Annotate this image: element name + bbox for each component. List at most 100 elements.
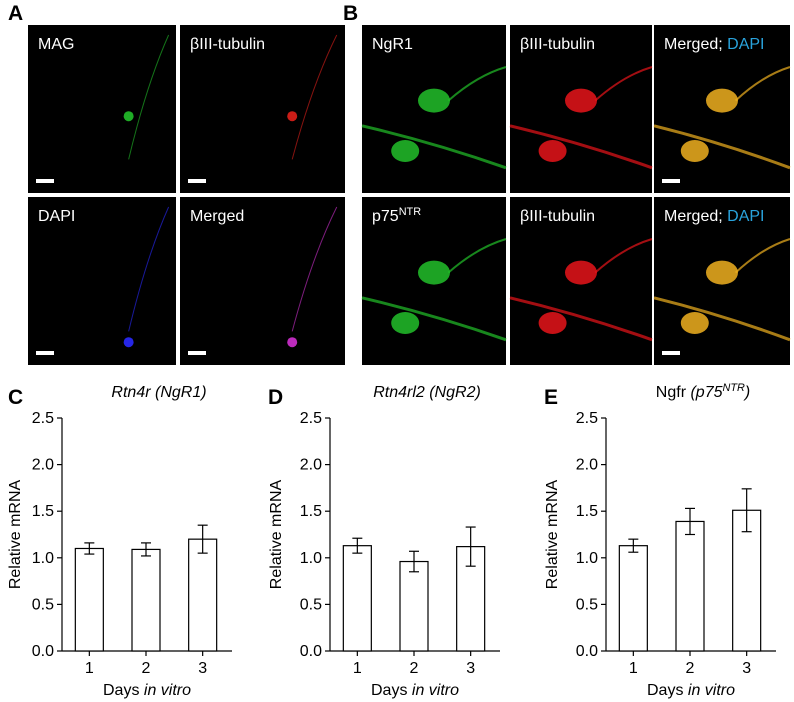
scale-bar [188,351,206,355]
neurite [509,124,653,170]
y-tick-label: 2.0 [576,457,598,474]
cell [565,88,597,113]
label-part: Merged; [664,208,727,225]
label-part: Days [371,682,412,699]
tile-label: Merged; DAPI [664,36,764,53]
x-tick-label: 1 [85,660,94,677]
label-part: DAPI [38,208,75,225]
y-axis-title: Relative mRNA [544,479,561,589]
label-part: Ngfr [656,384,691,401]
tile-label: p75NTR [372,206,421,225]
label-part: Rtn4rl2 (NgR2) [373,384,481,401]
label-part: Rtn4r (NgR1) [111,384,206,401]
bar [131,548,161,652]
cell [706,260,738,285]
y-tick-label: 0.5 [300,596,322,613]
label-part: Merged [190,208,244,225]
y-tick-label: 2.0 [32,457,54,474]
label-part: NTR [723,382,745,394]
neurite [594,66,653,102]
y-tick-label: 0.0 [300,643,322,660]
neurite [447,238,507,274]
label-part: Days [647,682,688,699]
cell [123,111,134,122]
panel-letter: B [343,2,358,25]
cell [538,312,567,334]
x-tick-label: 3 [198,660,207,677]
neurite [361,296,507,342]
cell [418,260,450,285]
neurite [447,66,507,102]
label-part: βIII-tubulin [520,208,595,225]
neurite [509,296,653,342]
y-tick-label: 1.5 [576,503,598,520]
cell [391,140,420,162]
chart-title: Ngfr (p75NTR) [656,382,750,401]
label-part: (p75 [690,384,722,401]
bar [342,545,372,652]
panel-letter: D [268,386,283,409]
x-tick-label: 3 [742,660,751,677]
micrograph [28,25,176,193]
y-tick-label: 0.0 [32,643,54,660]
label-part: p75 [372,208,399,225]
bar [399,560,429,652]
neurite [361,124,507,170]
micrograph [180,25,345,193]
cell [680,140,709,162]
x-tick-label: 2 [410,660,419,677]
y-tick-label: 1.5 [32,503,54,520]
x-tick-label: 3 [466,660,475,677]
cell [123,337,134,348]
y-tick-label: 0.5 [576,596,598,613]
label-part: ) [743,384,750,401]
bar [675,520,705,652]
tile-label: βIII-tubulin [520,208,595,225]
cell [391,312,420,334]
tile-label: NgR1 [372,36,413,53]
cell [565,260,597,285]
micrograph [28,197,176,365]
cell [680,312,709,334]
x-axis-title: Days in vitro [371,682,459,699]
y-tick-label: 2.5 [576,410,598,427]
x-axis-title: Days in vitro [647,682,735,699]
cell [287,337,298,348]
neurite [653,124,791,170]
tile-label: Merged [190,208,244,225]
x-tick-label: 2 [686,660,695,677]
neurite [734,66,791,102]
label-part: Merged; [664,36,727,53]
label-part: DAPI [727,208,764,225]
label-part: NgR1 [372,36,413,53]
bar [188,538,218,652]
panel-letter: E [544,386,558,409]
label-part: NTR [399,206,421,218]
cell [706,88,738,113]
y-axis-title: Relative mRNA [268,479,285,589]
y-tick-label: 2.5 [32,410,54,427]
y-tick-label: 0.5 [32,596,54,613]
neurite [594,238,653,274]
x-tick-label: 2 [142,660,151,677]
y-axis-title: Relative mRNA [7,479,24,589]
scale-bar [36,179,54,183]
cell [538,140,567,162]
bar [618,545,648,652]
chart-title: Rtn4rl2 (NgR2) [373,384,481,401]
panel-letter: A [8,2,23,25]
label-part: DAPI [727,36,764,53]
scale-bar [662,179,680,183]
label-part: in vitro [412,682,459,699]
label-part: in vitro [144,682,191,699]
panel-letter: C [8,386,23,409]
label-part: MAG [38,36,74,53]
y-tick-label: 1.0 [32,550,54,567]
label-part: βIII-tubulin [520,36,595,53]
y-tick-label: 2.5 [300,410,322,427]
tile-label: βIII-tubulin [520,36,595,53]
neurite [291,34,338,160]
neurite [653,296,791,342]
label-part: Days [103,682,144,699]
